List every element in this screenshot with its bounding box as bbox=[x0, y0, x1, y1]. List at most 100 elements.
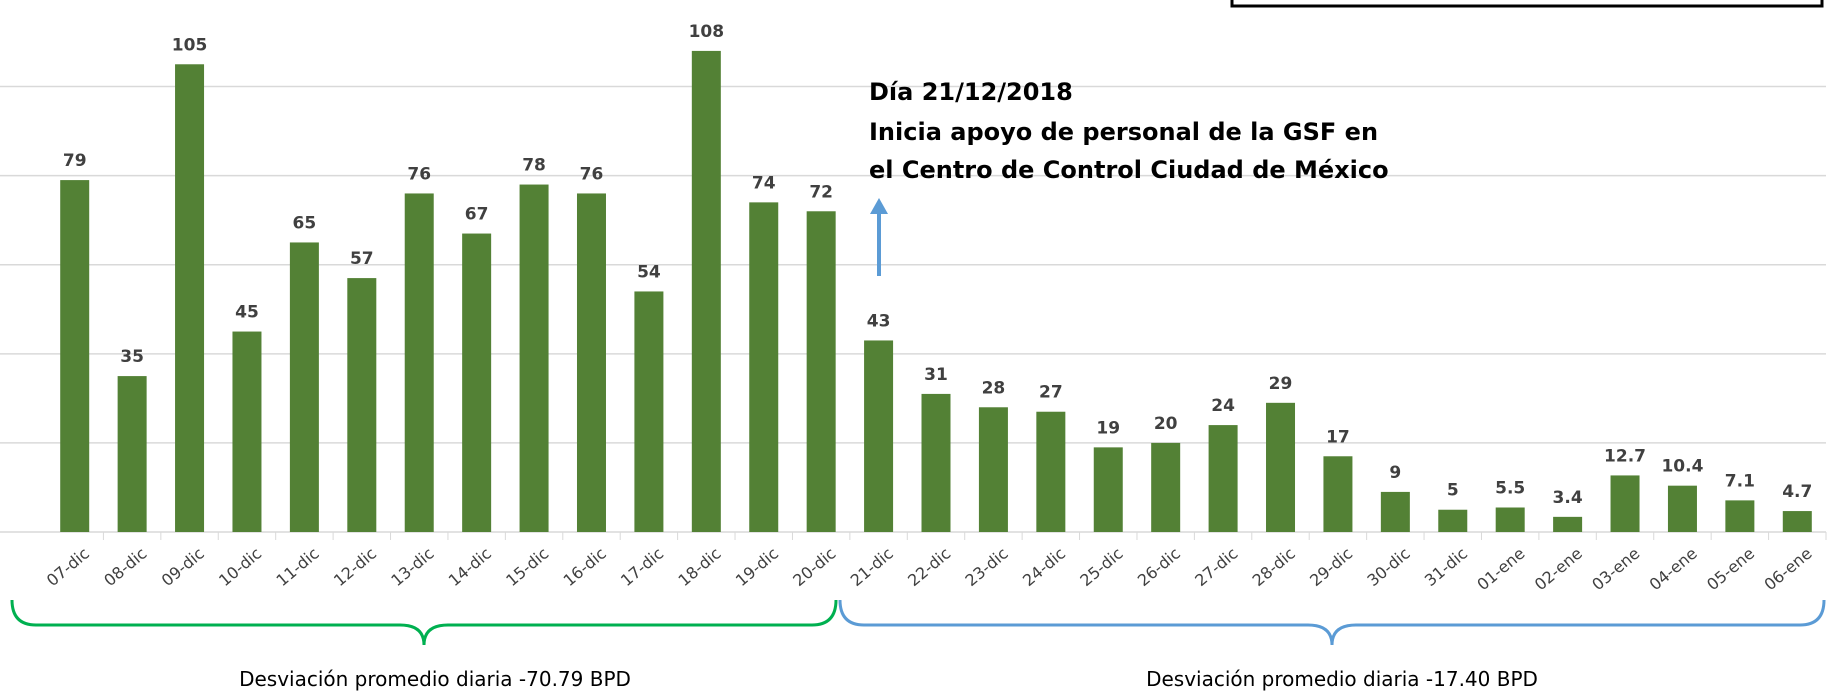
value-label: 76 bbox=[580, 164, 604, 184]
chart: 79 07-dic 35 08-dic 105 09-dic 45 10-dic 65 11-di… bbox=[0, 0, 1830, 695]
x-tick-label: 13-dic bbox=[387, 544, 437, 590]
value-label: 45 bbox=[235, 303, 259, 323]
annotation-line: el Centro de Control Ciudad de México bbox=[869, 156, 1389, 184]
x-tick-label: 07-dic bbox=[43, 544, 93, 590]
bar bbox=[60, 180, 89, 532]
value-label: 79 bbox=[63, 151, 87, 171]
value-label: 65 bbox=[293, 213, 317, 233]
value-label: 17 bbox=[1326, 427, 1350, 447]
bar bbox=[1438, 510, 1467, 532]
bar bbox=[1036, 412, 1065, 532]
bar bbox=[807, 211, 836, 532]
bar bbox=[692, 51, 721, 532]
x-tick-label: 04-ene bbox=[1646, 544, 1701, 595]
bar bbox=[634, 291, 663, 532]
x-tick-label: 02-ene bbox=[1531, 544, 1586, 595]
period-label: Desviación promedio diaria -17.40 BPD bbox=[1146, 667, 1538, 691]
value-label: 9 bbox=[1389, 463, 1401, 483]
x-tick-label: 21-dic bbox=[847, 544, 897, 590]
brace bbox=[12, 600, 836, 645]
value-label: 19 bbox=[1096, 418, 1120, 438]
x-tick-label: 05-ene bbox=[1703, 544, 1758, 595]
period-label: Desviación promedio diaria -70.79 BPD bbox=[239, 667, 631, 691]
bar bbox=[1209, 425, 1238, 532]
x-tick-label: 14-dic bbox=[445, 544, 495, 590]
annotation: Día 21/12/2018 Inicia apoyo de personal … bbox=[869, 78, 1389, 276]
x-tick-label: 08-dic bbox=[100, 544, 150, 590]
x-tick-label: 31-dic bbox=[1421, 544, 1471, 590]
bar bbox=[749, 202, 778, 532]
bar bbox=[1783, 511, 1812, 532]
x-tick-label: 10-dic bbox=[215, 544, 265, 590]
bar bbox=[1151, 443, 1180, 532]
bar bbox=[1323, 456, 1352, 532]
bar bbox=[290, 242, 319, 532]
bar bbox=[405, 193, 434, 532]
bar bbox=[347, 278, 376, 532]
value-label: 5.5 bbox=[1495, 479, 1525, 499]
value-label: 54 bbox=[637, 262, 661, 282]
cut-table bbox=[1232, 0, 1822, 6]
value-label: 35 bbox=[120, 347, 144, 367]
x-tick-label: 11-dic bbox=[273, 544, 323, 590]
bar bbox=[922, 394, 951, 532]
x-tick-label: 01-ene bbox=[1473, 544, 1528, 595]
value-label: 76 bbox=[407, 164, 431, 184]
value-label: 67 bbox=[465, 205, 489, 225]
value-label: 7.1 bbox=[1725, 471, 1755, 491]
value-label: 78 bbox=[522, 156, 546, 176]
value-label: 108 bbox=[689, 22, 725, 42]
value-label: 43 bbox=[867, 311, 891, 331]
plot: 79 07-dic 35 08-dic 105 09-dic 45 10-dic 65 11-di… bbox=[0, 22, 1826, 594]
brace bbox=[840, 600, 1824, 645]
x-tick-label: 26-dic bbox=[1134, 544, 1184, 590]
bar bbox=[1725, 500, 1754, 532]
annotation-line: Inicia apoyo de personal de la GSF en bbox=[869, 118, 1378, 146]
bar bbox=[462, 234, 491, 532]
x-tick-label: 18-dic bbox=[674, 544, 724, 590]
x-tick-label: 19-dic bbox=[732, 544, 782, 590]
bar bbox=[118, 376, 147, 532]
value-label: 20 bbox=[1154, 414, 1178, 434]
value-label: 5 bbox=[1447, 481, 1459, 501]
x-tick-label: 29-dic bbox=[1306, 544, 1356, 590]
bar bbox=[1094, 447, 1123, 532]
x-tick-label: 23-dic bbox=[962, 544, 1012, 590]
x-tick-label: 09-dic bbox=[158, 544, 208, 590]
bar bbox=[520, 185, 549, 532]
bar bbox=[1266, 403, 1295, 532]
value-label: 57 bbox=[350, 249, 374, 269]
value-label: 28 bbox=[982, 378, 1006, 398]
bar bbox=[1381, 492, 1410, 532]
value-label: 74 bbox=[752, 173, 776, 193]
bar bbox=[1611, 475, 1640, 532]
bar bbox=[979, 407, 1008, 532]
x-tick-label: 30-dic bbox=[1363, 544, 1413, 590]
bar bbox=[577, 193, 606, 532]
bar bbox=[1553, 517, 1582, 532]
value-label: 3.4 bbox=[1553, 488, 1583, 508]
x-tick-label: 15-dic bbox=[502, 544, 552, 590]
bar bbox=[864, 340, 893, 532]
value-label: 29 bbox=[1269, 374, 1293, 394]
x-tick-label: 22-dic bbox=[904, 544, 954, 590]
arrow-head bbox=[870, 198, 888, 214]
bar bbox=[1496, 508, 1525, 533]
x-tick-label: 25-dic bbox=[1076, 544, 1126, 590]
value-label: 12.7 bbox=[1604, 446, 1646, 466]
value-label: 4.7 bbox=[1782, 482, 1812, 502]
value-label: 24 bbox=[1211, 396, 1235, 416]
value-label: 72 bbox=[809, 182, 833, 202]
value-label: 27 bbox=[1039, 383, 1063, 403]
x-tick-label: 24-dic bbox=[1019, 544, 1069, 590]
value-label: 31 bbox=[924, 365, 948, 385]
value-label: 10.4 bbox=[1661, 457, 1703, 477]
value-label: 105 bbox=[172, 35, 208, 55]
x-tick-label: 27-dic bbox=[1191, 544, 1241, 590]
x-tick-label: 03-ene bbox=[1588, 544, 1643, 595]
x-tick-label: 28-dic bbox=[1249, 544, 1299, 590]
x-tick-label: 06-ene bbox=[1760, 544, 1815, 595]
bar bbox=[175, 64, 204, 532]
x-tick-label: 20-dic bbox=[789, 544, 839, 590]
x-tick-label: 16-dic bbox=[560, 544, 610, 590]
